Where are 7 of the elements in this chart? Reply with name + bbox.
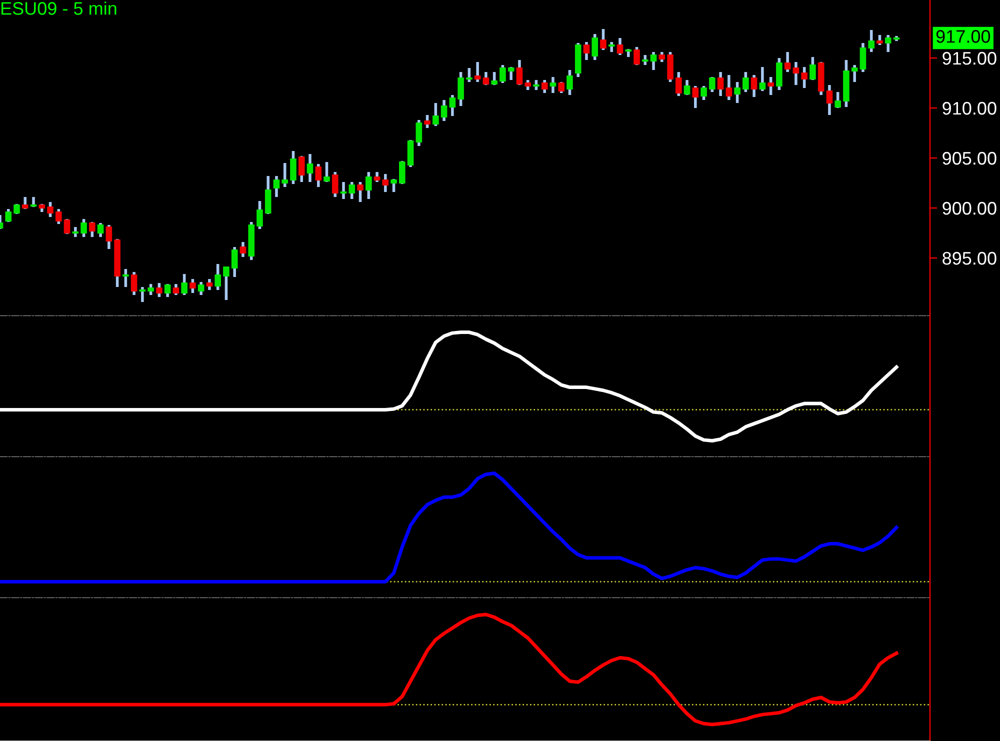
y-tick-label: 900.00 (942, 202, 996, 215)
y-tick-label: 910.00 (942, 102, 996, 115)
y-tick-label: 905.00 (942, 152, 996, 165)
chart-title: ESU09 - 5 min (1, 2, 116, 15)
y-tick-label: 915.00 (942, 52, 996, 65)
y-tick-label: 895.00 (942, 252, 996, 265)
text: 917.00 (936, 30, 990, 43)
